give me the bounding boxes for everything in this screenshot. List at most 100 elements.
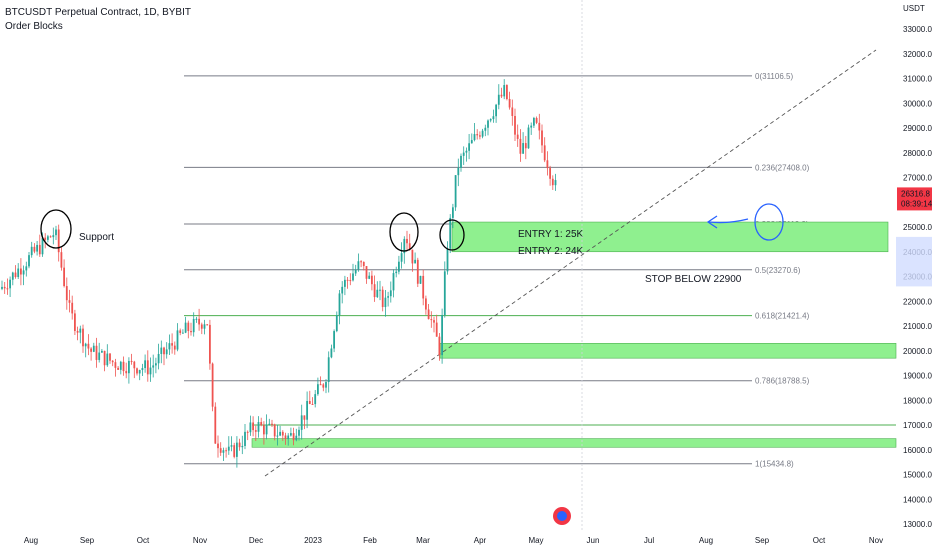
candle-body [476,134,479,136]
price-tick-label: 28000.0 [903,149,932,158]
candle-body [468,143,470,151]
trendline [264,49,877,477]
candle-body [419,275,422,284]
candle-body [389,290,392,297]
candle-body [33,246,36,252]
candle-body [387,296,389,298]
candle-body [452,207,454,218]
candle-body [530,125,533,128]
candle-body [17,268,20,278]
candle-body [217,443,219,449]
candle-body [130,360,133,362]
candle-body [125,371,128,374]
candle-body [314,394,317,405]
price-tick-label: 29000.0 [903,124,932,133]
candle-body [438,336,441,356]
annotations-group: Support ENTRY 1: 25K ENTRY 2: 24K STOP BELO… [40,203,784,285]
candle-body [535,117,538,123]
candle-body [330,348,333,358]
candle-body [516,134,519,139]
candle-body [522,143,524,154]
price-tick-label: 27000.0 [903,174,932,183]
candle-body [122,361,125,372]
candle-body [416,259,419,284]
price-tick-label: 19000.0 [903,372,932,381]
candle-body [71,302,74,314]
fib-label: 0(31106.5) [755,72,793,81]
candle-body [281,431,284,436]
price-tick-label: 21000.0 [903,322,932,331]
candle-body [430,319,433,321]
candle-body [133,361,136,369]
candle-body [30,246,33,256]
candle-body [11,272,14,280]
candle-body [238,442,241,448]
candles-group [1,79,557,468]
candle-body [435,322,438,337]
candle-body [541,130,543,146]
candle-body [519,138,522,154]
order-block-zone [439,343,897,359]
candle-body [249,422,252,433]
candle-body [371,275,373,285]
candle-body [211,363,214,407]
candle-body [333,331,335,349]
candle-body [49,236,52,238]
circle-annotation [439,219,465,251]
candle-body [160,347,163,354]
candle-body [206,324,209,326]
candle-body [492,116,495,120]
price-tick-label: 18000.0 [903,396,932,405]
candle-body [252,422,254,431]
candle-body [427,309,430,320]
candle-body [465,150,468,153]
candle-body [546,160,549,169]
candle-body [152,365,155,368]
symbol-title[interactable]: BTCUSDT Perpetual Contract, 1D, BYBIT [5,7,191,18]
candle-body [76,330,79,333]
time-tick-label: 2023 [304,536,322,545]
candle-body [106,353,109,366]
candle-body [187,322,190,332]
candle-body [271,423,273,425]
candle-body [408,243,411,250]
indicator-label[interactable]: Order Blocks [5,21,63,32]
candle-body [470,140,473,144]
candle-body [352,273,354,281]
current-price-badge[interactable] [897,187,932,211]
candle-body [473,134,476,141]
candle-body [511,107,514,116]
entry1-label: ENTRY 1: 25K [518,229,584,240]
candle-body [171,343,173,346]
candle-body [433,320,435,323]
candle-body [95,345,98,360]
candle-body [551,178,554,186]
candle-body [319,384,322,386]
time-tick-label: Dec [249,536,263,545]
candle-body [357,261,360,270]
candle-body [265,424,268,435]
candle-body [479,135,481,137]
candle-body [335,315,338,332]
price-axis[interactable]: 33000.0 32000.0 31000.0 30000.0 29000.0 28000… [896,4,932,529]
candle-body [308,400,311,404]
time-tick-label: Nov [869,536,883,545]
time-tick-label: Nov [193,536,207,545]
candle-body [341,286,344,294]
candle-body [227,446,230,451]
candle-body [55,229,57,236]
candle-body [290,433,292,436]
candle-body [236,442,238,457]
candle-body [306,400,308,420]
time-axis[interactable]: Aug Sep Oct Nov Dec 2023 Feb Mar Apr May Jun Jul Aug… [24,0,883,545]
candle-body [111,360,114,363]
candle-body [395,271,398,274]
candle-body [484,127,487,131]
price-tick-label: 13000.0 [903,520,932,529]
candle-body [146,360,149,375]
price-tick-label: 17000.0 [903,421,932,430]
candle-body [311,403,314,405]
price-tick-label: 33000.0 [903,25,932,34]
candle-body [481,130,484,137]
